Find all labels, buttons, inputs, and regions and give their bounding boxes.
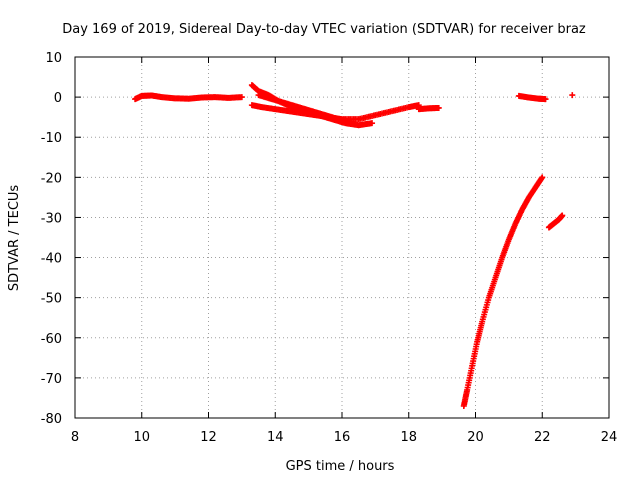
x-tick-label: 16 — [334, 430, 351, 445]
axis-ticks: 8 10 12 14 16 18 20 22 24 10 0 -10 -20 -30 -40 -50 -60 -7… — [41, 51, 618, 445]
x-tick-label: 14 — [267, 430, 284, 445]
grid-lines — [75, 57, 609, 418]
data-point — [539, 174, 546, 181]
data-points — [132, 82, 576, 409]
data-point — [349, 118, 356, 125]
y-tick-label: 10 — [45, 51, 62, 66]
x-tick-label: 12 — [200, 430, 217, 445]
series-arc-7 — [569, 92, 576, 99]
y-tick-label: -80 — [41, 412, 62, 427]
data-point — [435, 104, 442, 111]
data-point — [559, 212, 566, 219]
x-tick-label: 22 — [534, 430, 551, 445]
data-point — [238, 94, 245, 101]
x-tick-label: 24 — [601, 430, 618, 445]
x-tick-label: 8 — [71, 430, 79, 445]
y-tick-label: 0 — [54, 91, 62, 106]
data-point — [569, 92, 576, 99]
y-tick-label: -50 — [41, 292, 62, 307]
y-tick-label: -40 — [41, 252, 62, 267]
x-tick-label: 20 — [467, 430, 484, 445]
series-arc-5 — [415, 104, 442, 113]
y-tick-label: -10 — [41, 131, 62, 146]
x-tick-label: 10 — [133, 430, 150, 445]
series-arc-9 — [545, 212, 566, 231]
series-arc-4 — [255, 92, 356, 125]
chart-title: Day 169 of 2019, Sidereal Day-to-day VTE… — [62, 22, 586, 37]
y-axis-label: SDTVAR / TECUs — [7, 185, 22, 292]
y-tick-label: -20 — [41, 171, 62, 186]
data-point — [369, 120, 376, 127]
x-tick-label: 18 — [400, 430, 417, 445]
x-axis-label: GPS time / hours — [286, 459, 395, 474]
y-tick-label: -30 — [41, 211, 62, 226]
y-tick-label: -70 — [41, 372, 62, 387]
y-tick-label: -60 — [41, 332, 62, 347]
series-arc-1 — [132, 92, 245, 103]
data-point — [542, 96, 549, 103]
series-arc-8 — [460, 174, 546, 409]
series-arc-6 — [515, 92, 549, 103]
